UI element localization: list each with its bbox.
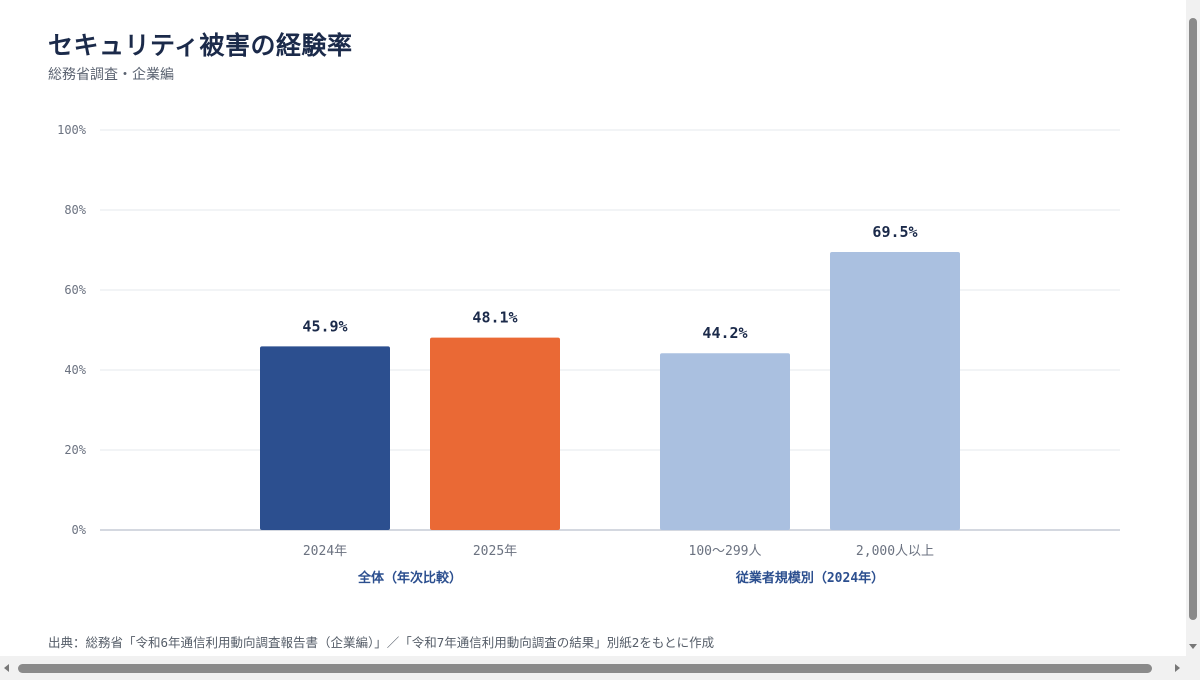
chart-title: セキュリティ被害の経験率 (48, 31, 353, 60)
x-tick-label: 2025年 (473, 544, 517, 559)
bar (260, 346, 390, 530)
x-tick-label: 100〜299人 (689, 544, 762, 559)
vertical-scrollbar-thumb[interactable] (1189, 18, 1197, 620)
y-tick-label: 60% (64, 283, 86, 297)
horizontal-scrollbar-thumb[interactable] (18, 664, 1152, 673)
y-tick-label: 40% (64, 363, 86, 377)
scroll-right-arrow-icon[interactable] (1175, 664, 1180, 672)
chart-subtitle: 総務省調査・企業編 (48, 67, 174, 83)
data-label: 48.1% (472, 309, 517, 327)
group-label: 全体（年次比較） (357, 570, 462, 586)
bar-chart: 0% 20% 40% 60% 80% 100% 45.9% 2024年 48.1% 2025年全体… (57, 123, 1120, 586)
data-label: 44.2% (702, 324, 747, 342)
bar (660, 353, 790, 530)
vertical-scrollbar[interactable] (1186, 0, 1200, 656)
scroll-down-arrow-icon[interactable] (1189, 644, 1197, 649)
x-tick-label: 2,000人以上 (856, 544, 934, 559)
group-label: 従業者規模別（2024年） (735, 570, 884, 586)
data-label: 69.5% (872, 223, 917, 241)
x-tick-label: 2024年 (303, 544, 347, 559)
data-label: 45.9% (302, 317, 347, 335)
y-tick-label: 0% (72, 523, 87, 537)
bar (830, 252, 960, 530)
y-tick-label: 20% (64, 443, 86, 457)
y-tick-label: 80% (64, 203, 86, 217)
horizontal-scrollbar[interactable] (0, 656, 1200, 680)
y-tick-label: 100% (57, 123, 87, 137)
bar (430, 337, 560, 530)
source-note: 出典：総務省「令和6年通信利用動向調査報告書（企業編）」／「令和7年通信利用動向… (48, 635, 715, 650)
scroll-left-arrow-icon[interactable] (4, 664, 9, 672)
